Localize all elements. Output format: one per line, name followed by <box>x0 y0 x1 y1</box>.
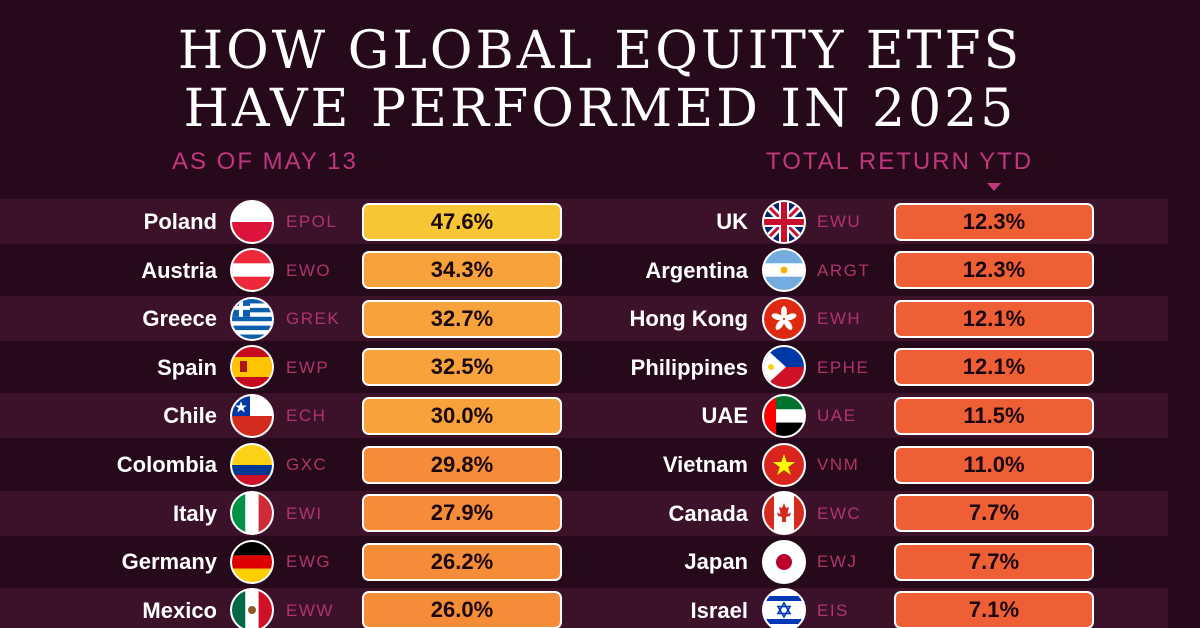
return-value-japan: 7.7% <box>894 542 1094 581</box>
uk-flag-icon <box>762 199 806 244</box>
ticker-eis: EIS <box>817 600 849 620</box>
country-name-germany: Germany <box>121 549 217 575</box>
return-value-italy: 27.9% <box>362 494 562 533</box>
vietnam-flag-icon <box>762 442 806 487</box>
japan-flag-icon <box>762 539 806 584</box>
country-name-mexico: Mexico <box>142 597 217 623</box>
ticker-grek: GREK <box>286 309 341 329</box>
ticker-ewj: EWJ <box>817 552 858 572</box>
greece-flag-icon <box>230 296 274 341</box>
return-value-austria: 34.3% <box>362 251 562 290</box>
return-value-chile: 30.0% <box>362 396 562 435</box>
return-value-philippines: 12.1% <box>894 348 1094 387</box>
country-name-hong-kong: Hong Kong <box>629 306 748 332</box>
country-name-israel: Israel <box>690 597 749 623</box>
return-value-vietnam: 11.0% <box>894 445 1094 484</box>
ticker-argt: ARGT <box>817 260 871 280</box>
country-name-japan: Japan <box>684 549 748 575</box>
return-value-germany: 26.2% <box>362 542 562 581</box>
return-value-argentina: 12.3% <box>894 251 1094 290</box>
return-value-poland: 47.6% <box>362 202 562 241</box>
italy-flag-icon <box>230 491 274 536</box>
country-name-philippines: Philippines <box>630 354 748 380</box>
ticker-ewh: EWH <box>817 309 862 329</box>
israel-flag-icon <box>762 588 806 628</box>
date-subtitle: AS OF MAY 13 <box>172 148 358 175</box>
austria-flag-icon <box>230 248 274 293</box>
chart-title: HOW GLOBAL EQUITY ETFS HAVE PERFORMED IN… <box>0 22 1200 138</box>
country-name-austria: Austria <box>141 257 217 283</box>
down-arrow-icon <box>987 183 1001 191</box>
return-value-uk: 12.3% <box>894 202 1094 241</box>
ticker-ewc: EWC <box>817 503 862 523</box>
country-name-vietnam: Vietnam <box>662 452 748 477</box>
country-name-argentina: Argentina <box>645 257 748 283</box>
ticker-ephe: EPHE <box>817 357 870 377</box>
ticker-eww: EWW <box>286 600 334 620</box>
philippines-flag-icon <box>762 345 806 390</box>
spain-flag-icon <box>230 345 274 390</box>
ticker-ewg: EWG <box>286 552 332 572</box>
country-name-spain: Spain <box>157 354 217 380</box>
country-name-greece: Greece <box>142 306 217 332</box>
return-value-spain: 32.5% <box>362 348 562 387</box>
canada-flag-icon <box>762 491 806 536</box>
ticker-gxc: GXC <box>286 455 328 474</box>
country-name-chile: Chile <box>163 403 217 429</box>
country-name-poland: Poland <box>143 209 217 234</box>
ticker-epol: EPOL <box>286 212 338 231</box>
return-value-greece: 32.7% <box>362 299 562 338</box>
ticker-vnm: VNM <box>817 455 860 474</box>
hong-kong-flag-icon <box>762 296 806 341</box>
poland-flag-icon <box>230 199 274 244</box>
germany-flag-icon <box>230 539 274 584</box>
country-name-canada: Canada <box>668 500 748 526</box>
return-value-hong-kong: 12.1% <box>894 299 1094 338</box>
return-value-colombia: 29.8% <box>362 445 562 484</box>
ticker-ewi: EWI <box>286 503 323 523</box>
ticker-ewu: EWU <box>817 212 862 231</box>
ticker-uae: UAE <box>817 406 857 426</box>
ticker-ewp: EWP <box>286 357 330 377</box>
mexico-flag-icon <box>230 588 274 628</box>
argentina-flag-icon <box>762 248 806 293</box>
ticker-ech: ECH <box>286 406 327 426</box>
return-value-israel: 7.1% <box>894 591 1094 628</box>
colombia-flag-icon <box>230 442 274 487</box>
country-name-colombia: Colombia <box>116 452 217 477</box>
title-line-1: HOW GLOBAL EQUITY ETFS <box>177 21 1023 81</box>
country-name-italy: Italy <box>172 500 217 526</box>
return-header: TOTAL RETURN YTD <box>766 148 1034 175</box>
title-line-2: HAVE PERFORMED IN 2025 <box>183 79 1017 139</box>
return-value-uae: 11.5% <box>894 396 1094 435</box>
uae-flag-icon <box>762 393 806 438</box>
chile-flag-icon <box>230 393 274 438</box>
country-name-uae: UAE <box>701 403 748 429</box>
ticker-ewo: EWO <box>286 260 332 280</box>
country-name-uk: UK <box>716 209 748 234</box>
return-value-canada: 7.7% <box>894 494 1094 533</box>
